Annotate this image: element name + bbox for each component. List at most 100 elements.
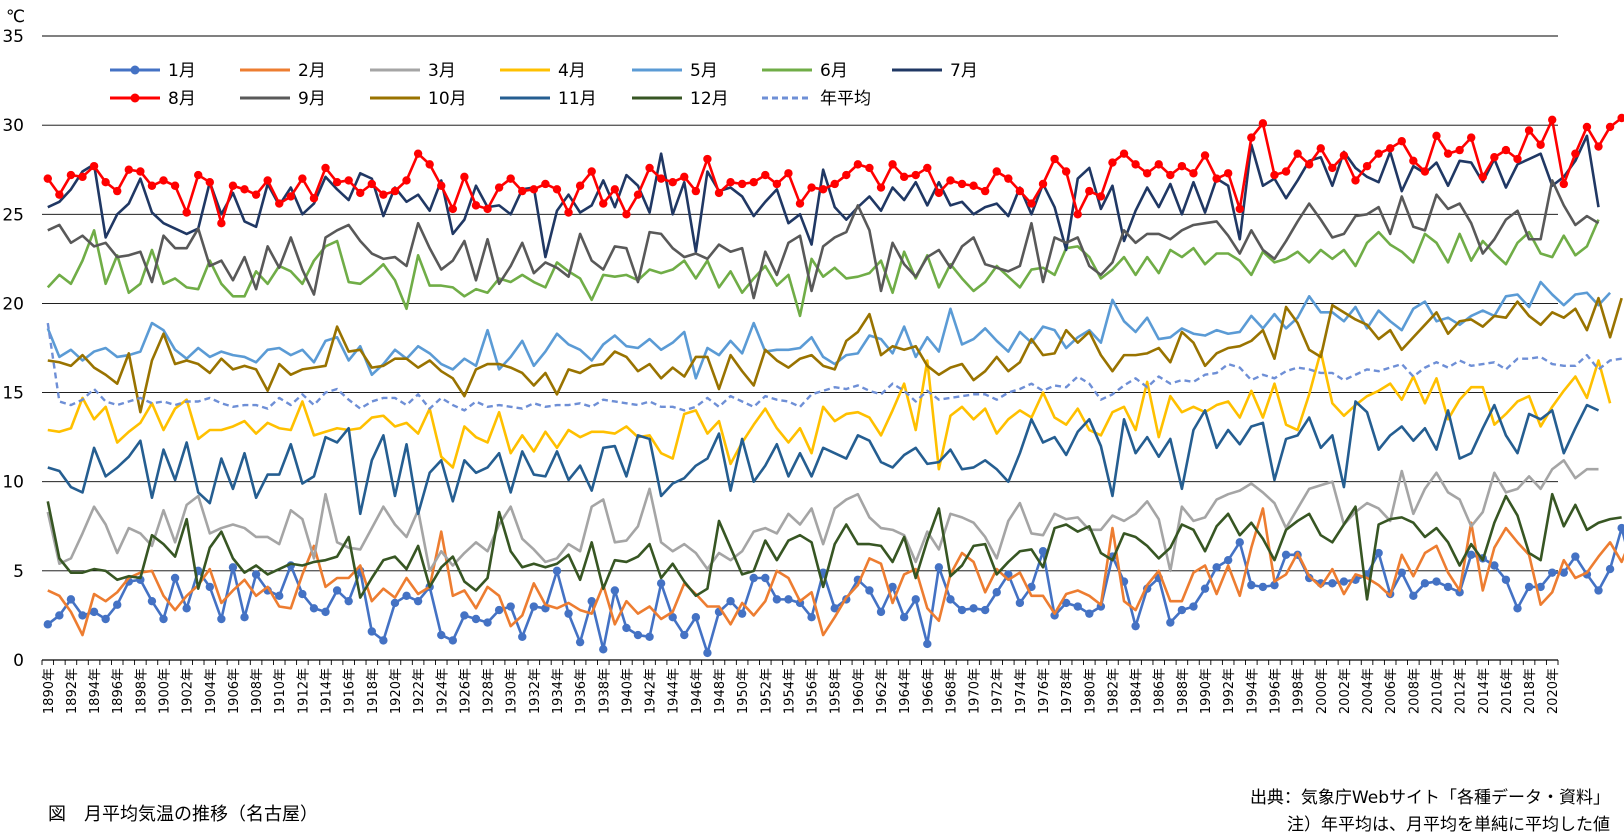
data-point <box>992 588 1001 597</box>
series-line <box>47 350 1612 471</box>
data-point <box>1085 186 1094 196</box>
data-point <box>807 613 816 622</box>
data-point <box>483 618 492 627</box>
data-point <box>298 174 307 183</box>
legend-label: 2月 <box>298 61 326 81</box>
data-point <box>645 632 654 642</box>
x-tick-label: 1906年 <box>227 668 242 714</box>
data-point <box>865 586 874 595</box>
data-point <box>761 573 770 583</box>
data-point <box>78 611 87 620</box>
x-tick-label: 1932年 <box>528 668 543 714</box>
data-point <box>830 604 839 613</box>
data-point <box>1605 564 1615 574</box>
data-point <box>1362 161 1372 171</box>
data-point <box>78 172 87 182</box>
x-tick-label: 1982年 <box>1106 668 1121 714</box>
series-line <box>47 296 1623 414</box>
data-point <box>402 591 411 601</box>
x-tick-label: 2020年 <box>1546 668 1561 714</box>
data-point <box>899 613 909 622</box>
data-point <box>1258 582 1268 592</box>
x-tick-label: 1988年 <box>1176 668 1191 714</box>
series-3 <box>46 459 1599 573</box>
y-tick-label: 5 <box>13 562 24 582</box>
legend-item: 10月 <box>370 89 467 109</box>
x-tick-label: 1948年 <box>713 668 728 714</box>
data-point <box>1571 552 1580 561</box>
data-point <box>934 188 944 198</box>
x-tick-label: 1894年 <box>88 668 103 714</box>
data-point <box>980 186 990 196</box>
data-point <box>876 183 886 192</box>
x-tick-label: 1964年 <box>898 668 913 714</box>
data-point <box>703 154 712 164</box>
data-point <box>599 199 608 208</box>
data-point <box>263 176 272 185</box>
data-point <box>807 183 816 192</box>
data-point <box>1131 160 1140 169</box>
data-point <box>506 602 515 611</box>
series-12 <box>46 492 1622 601</box>
x-tick-label: 1902年 <box>181 668 196 714</box>
series-line <box>46 322 1624 412</box>
data-point <box>251 570 261 579</box>
data-point <box>784 595 793 604</box>
data-point <box>518 186 527 196</box>
data-point <box>842 170 851 180</box>
data-point <box>1328 163 1337 173</box>
x-axis-ticks: 1890年 1892年 1894年 1896年 1898年 1900年 1902年 1904年… <box>41 660 1561 714</box>
x-tick-label: 2004年 <box>1361 668 1376 714</box>
x-tick-label: 2010年 <box>1430 668 1445 714</box>
x-tick-label: 2008年 <box>1407 668 1422 714</box>
data-point <box>1235 204 1244 214</box>
legend-item: 7月 <box>892 61 978 81</box>
x-tick-label: 1986年 <box>1153 668 1168 714</box>
data-point <box>1189 169 1198 178</box>
data-point <box>356 188 365 198</box>
series-5 <box>46 280 1612 380</box>
data-point <box>1247 133 1256 142</box>
data-point <box>1524 126 1534 135</box>
x-tick-label: 1992年 <box>1222 668 1237 714</box>
data-point <box>321 163 330 173</box>
data-point <box>43 620 52 629</box>
x-tick-label: 1978年 <box>1060 668 1075 714</box>
data-point <box>1513 604 1522 613</box>
data-point <box>170 181 180 190</box>
data-point <box>957 179 967 189</box>
data-point <box>911 595 920 604</box>
data-point <box>1281 167 1291 176</box>
data-point <box>610 185 620 194</box>
x-tick-label: 1930年 <box>505 668 520 714</box>
x-tick-label: 1892年 <box>65 668 80 714</box>
data-point <box>194 170 203 180</box>
data-point <box>66 170 76 180</box>
series-10 <box>47 296 1623 414</box>
data-point <box>286 192 296 201</box>
y-tick-label: 25 <box>2 205 24 225</box>
data-point <box>1605 122 1615 132</box>
data-point <box>749 573 758 583</box>
x-tick-label: 1972年 <box>991 668 1006 714</box>
data-point <box>703 648 712 658</box>
legend-item: 8月 <box>110 89 196 109</box>
data-point <box>599 645 608 654</box>
data-point <box>1258 119 1268 128</box>
x-tick-label: 2002年 <box>1338 668 1353 714</box>
x-tick-label: 1942年 <box>644 668 659 714</box>
data-point <box>1119 149 1129 158</box>
x-tick-label: 1958年 <box>829 668 844 714</box>
x-tick-label: 1890年 <box>42 668 57 714</box>
data-point <box>332 177 342 187</box>
data-point <box>668 177 677 187</box>
data-point <box>182 604 191 613</box>
data-point <box>1594 586 1603 595</box>
data-point <box>1524 582 1534 592</box>
data-point <box>888 160 897 169</box>
data-point <box>1038 547 1048 556</box>
data-point <box>541 179 550 189</box>
data-point <box>1061 167 1071 176</box>
data-point <box>483 204 492 214</box>
data-point <box>344 176 353 185</box>
